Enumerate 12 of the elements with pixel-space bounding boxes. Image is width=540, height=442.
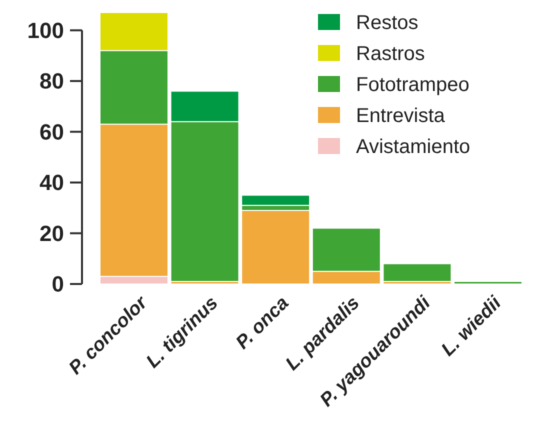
y-tick-label: 100	[27, 18, 64, 43]
y-tick-label: 0	[52, 272, 64, 297]
legend-label: Avistamiento	[356, 136, 470, 158]
bar	[454, 280, 522, 284]
y-tick-label: 60	[40, 119, 64, 144]
legend-label: Rastros	[356, 43, 425, 65]
y-tick-label: 40	[40, 170, 64, 196]
y-tick-label: 80	[40, 68, 64, 94]
legend-label: Restos	[356, 12, 418, 34]
legend-label: Entrevista	[356, 105, 446, 127]
legend-label: Fototrampeo	[356, 74, 470, 96]
y-tick-label: 20	[40, 220, 64, 246]
